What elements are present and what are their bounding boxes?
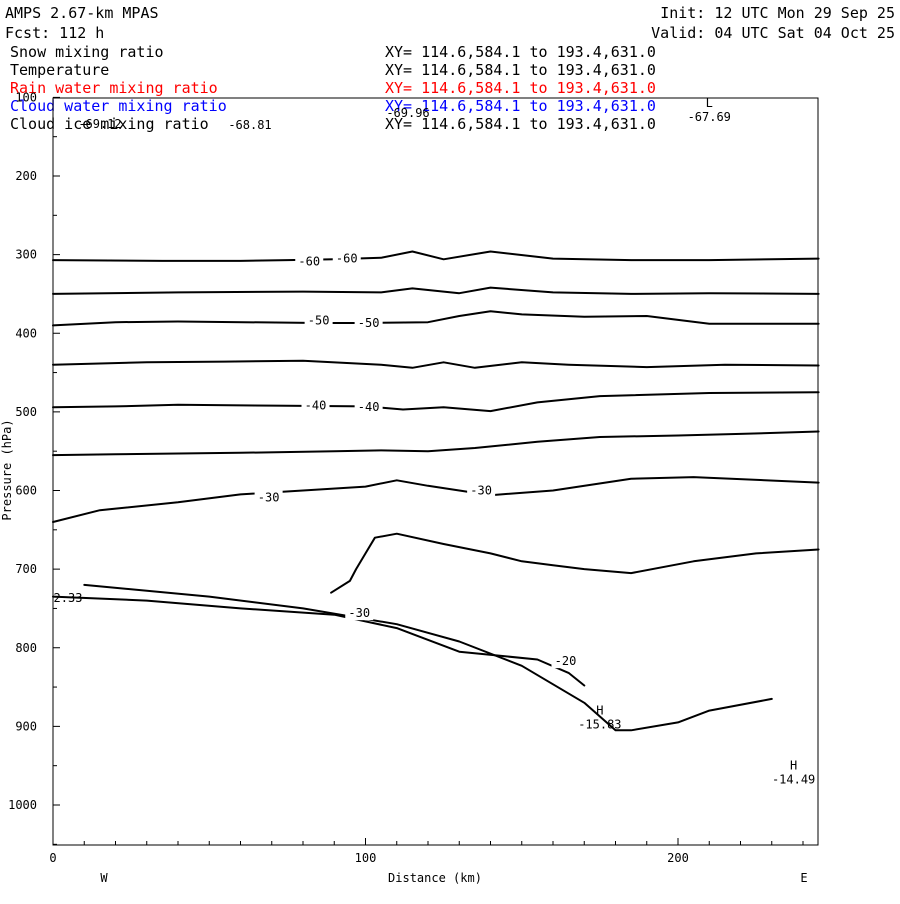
contour-label-gap	[332, 251, 361, 266]
contour-label-gap	[301, 398, 330, 413]
contour-label: -50	[308, 314, 330, 328]
y-axis-ticks: 100 200 300 400 500 600 700 800 900 1000	[8, 90, 60, 845]
field-xy: XY= 114.6,584.1 to 193.4,631.0	[385, 43, 656, 61]
contour-label: -30	[470, 484, 492, 498]
y-tick-label: 900	[15, 719, 37, 733]
extremum-symbol: H	[596, 704, 603, 718]
x-tick-label: 200	[667, 851, 689, 865]
y-tick-label: 800	[15, 641, 37, 655]
contour-label: -20	[555, 654, 577, 668]
contour-label-gap	[295, 254, 324, 269]
y-tick-label: 200	[15, 169, 37, 183]
contour-label-gap	[354, 316, 383, 331]
y-tick-label: 1000	[8, 798, 37, 812]
field-name: Cloud water mixing ratio	[10, 97, 227, 115]
extremum-symbol: H	[790, 759, 797, 773]
contour-label-gap	[467, 483, 496, 498]
y-tick-label: 100	[15, 90, 37, 104]
isotherm-line	[330, 532, 820, 594]
east-label: E	[800, 871, 807, 885]
field-name: Snow mixing ratio	[10, 43, 164, 61]
contour-label: -40	[305, 399, 327, 413]
contour-label: -30	[348, 606, 370, 620]
isotherm-line	[52, 250, 820, 262]
x-tick-label: 0	[49, 851, 56, 865]
isotherm-line	[52, 359, 820, 369]
contour-label: -40	[358, 400, 380, 414]
contour-label: -60	[298, 255, 320, 269]
isotherm-line	[52, 595, 586, 687]
isotherm-line	[52, 286, 820, 295]
west-label: W	[100, 871, 108, 885]
contour-label: -50	[358, 316, 380, 330]
isotherm-line	[52, 310, 820, 327]
extremum-symbol: L	[706, 96, 713, 110]
field-xy: XY= 114.6,584.1 to 193.4,631.0	[385, 115, 656, 133]
y-tick-label: 400	[15, 326, 37, 340]
partial-label: -69.96	[386, 106, 429, 120]
y-tick-label: 500	[15, 405, 37, 419]
x-tick-label: 100	[355, 851, 377, 865]
contour-labels: -60 -60 -50 -50 -40 -40 -30 -30 -30 -20	[254, 251, 580, 669]
field-name: Rain water mixing ratio	[10, 79, 218, 97]
temperature-contours	[52, 250, 820, 732]
extremum-value: -15.83	[578, 718, 621, 732]
extrema-labels: H-15.83H-14.49L-67.69	[578, 96, 815, 787]
isotherm-line	[83, 583, 773, 732]
field-name: Temperature	[10, 61, 109, 79]
field-list: Snow mixing ratio XY= 114.6,584.1 to 193.…	[10, 43, 656, 133]
y-tick-label: 700	[15, 562, 37, 576]
forecast-hour: Fcst: 112 h	[5, 24, 104, 42]
partial-label: 2.33	[54, 591, 83, 605]
field-name: Cloud ice mixing ratio	[10, 115, 209, 133]
init-time: Init: 12 UTC Mon 29 Sep 25	[660, 4, 895, 22]
valid-time: Valid: 04 UTC Sat 04 Oct 25	[651, 24, 895, 42]
contour-label-gap	[354, 400, 383, 415]
contour-label: -60	[336, 252, 358, 266]
y-tick-label: 600	[15, 484, 37, 498]
isotherm-line	[52, 391, 820, 413]
partial-labels: -69.12 -68.81 -69.96 2.33	[54, 106, 430, 605]
contour-label-gap	[254, 490, 283, 505]
contour-label-gap	[304, 313, 333, 328]
x-axis-ticks: 0 100 200	[49, 838, 804, 865]
contour-label: -30	[258, 491, 280, 505]
isotherm-line	[52, 476, 820, 523]
field-xy: XY= 114.6,584.1 to 193.4,631.0	[385, 97, 656, 115]
y-axis-label: Pressure (hPa)	[0, 419, 14, 520]
isotherm-line	[52, 430, 820, 457]
field-xy: XY= 114.6,584.1 to 193.4,631.0	[385, 79, 656, 97]
field-xy: XY= 114.6,584.1 to 193.4,631.0	[385, 61, 656, 79]
extremum-value: -67.69	[688, 110, 731, 124]
model-title: AMPS 2.67-km MPAS	[5, 4, 159, 22]
partial-label: -69.12	[78, 117, 121, 131]
y-tick-label: 300	[15, 248, 37, 262]
plot-frame	[52, 97, 819, 846]
x-axis-label: Distance (km)	[388, 871, 482, 885]
contour-label-gap	[345, 606, 374, 621]
extremum-value: -14.49	[772, 773, 815, 787]
contour-label-gap	[551, 654, 580, 669]
partial-label: -68.81	[228, 118, 271, 132]
